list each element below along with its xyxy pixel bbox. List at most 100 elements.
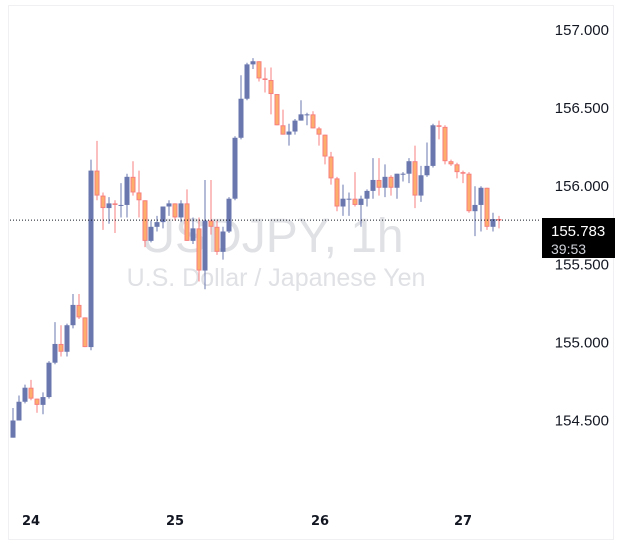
candle-body: [208, 220, 214, 227]
candle: [46, 361, 52, 399]
candle-body: [292, 120, 298, 132]
candle: [466, 172, 472, 213]
candle: [16, 395, 22, 421]
candle-body: [82, 317, 88, 348]
candle-body: [424, 165, 430, 176]
candle-body: [412, 161, 418, 196]
candle-body: [58, 343, 64, 352]
candle-body: [238, 98, 244, 138]
date-tick-label: 24: [22, 514, 40, 529]
candle: [268, 67, 274, 115]
candle: [376, 158, 382, 196]
candle-body: [262, 78, 268, 80]
candle-body: [148, 226, 154, 241]
candle-body: [490, 219, 496, 227]
candle-body: [196, 228, 202, 271]
candle-body: [370, 179, 376, 191]
candle: [478, 186, 484, 232]
candle: [100, 192, 106, 230]
candle-body: [244, 64, 250, 99]
date-tick-label: 25: [166, 514, 184, 529]
price-axis[interactable]: 157.000 156.500 156.000 155.500 155.000 154.5…: [555, 22, 609, 430]
candle: [346, 192, 352, 216]
candle-body: [478, 187, 484, 205]
watermark-description: U.S. Dollar / Japanese Yen: [127, 264, 426, 292]
price-tick-label: 156.000: [555, 178, 609, 195]
candle-body: [112, 203, 118, 205]
candle-body: [352, 198, 358, 205]
candle-body: [406, 161, 412, 174]
candle: [58, 325, 64, 357]
symbol-watermark: USDJPY, 1h U.S. Dollar / Japanese Yen: [127, 210, 426, 292]
candle: [52, 322, 58, 365]
candle-body: [46, 362, 52, 398]
candle-body: [22, 387, 28, 402]
candle: [28, 379, 34, 401]
candle: [334, 176, 340, 212]
candle-body: [394, 173, 400, 188]
candle: [358, 195, 364, 227]
candle: [172, 203, 178, 221]
candle: [118, 183, 124, 218]
candle: [280, 109, 286, 135]
candle-body: [454, 164, 460, 173]
candle: [460, 170, 466, 184]
price-tick-label: 155.000: [555, 334, 609, 351]
bar-countdown: 39:53: [551, 241, 586, 257]
candle: [232, 136, 238, 201]
candle: [448, 159, 454, 166]
candle: [424, 142, 430, 177]
candle-body: [10, 420, 16, 438]
candle-body: [52, 343, 58, 363]
candle: [226, 197, 232, 234]
candle: [388, 175, 394, 196]
candle-body: [256, 61, 262, 79]
candle: [496, 215, 502, 229]
candle-body: [250, 61, 256, 65]
candle: [112, 200, 118, 234]
candle: [244, 62, 250, 101]
candle: [394, 173, 400, 199]
candle-body: [100, 195, 106, 209]
chart-frame-bottom: [8, 508, 614, 540]
candle: [406, 158, 412, 184]
candle-body: [40, 397, 46, 405]
candle-body: [442, 126, 448, 162]
candle-body: [346, 198, 352, 200]
candle-body: [322, 134, 328, 157]
candle: [328, 151, 334, 185]
candle: [34, 398, 40, 413]
price-tick-label: 155.500: [555, 256, 609, 273]
candle-body: [310, 114, 316, 129]
candle: [340, 184, 346, 216]
candle-body: [274, 94, 280, 126]
candle: [256, 61, 262, 82]
candle-body: [172, 203, 178, 218]
candle-body: [232, 137, 238, 199]
last-price-tag: 155.783 39:53: [542, 218, 615, 258]
candle: [202, 179, 208, 290]
candle-body: [334, 178, 340, 207]
candle-body: [184, 203, 190, 241]
candle-body: [328, 156, 334, 179]
candle-body: [358, 198, 364, 205]
candle: [352, 172, 358, 207]
candle-body: [118, 204, 124, 206]
candle-body: [226, 198, 232, 232]
candle: [10, 408, 16, 438]
candle: [274, 94, 280, 126]
candle: [88, 159, 94, 351]
time-axis[interactable]: 24 25 26 27: [22, 514, 472, 529]
candle-body: [130, 176, 136, 193]
candle: [208, 179, 214, 235]
candle-body: [280, 125, 286, 135]
candle-body: [16, 401, 22, 421]
candle: [238, 75, 244, 140]
candle: [370, 158, 376, 199]
candle-body: [304, 114, 310, 116]
candle-body: [28, 387, 34, 399]
last-price-value: 155.783: [551, 223, 605, 240]
candle-body: [268, 79, 274, 95]
candle: [64, 323, 70, 357]
